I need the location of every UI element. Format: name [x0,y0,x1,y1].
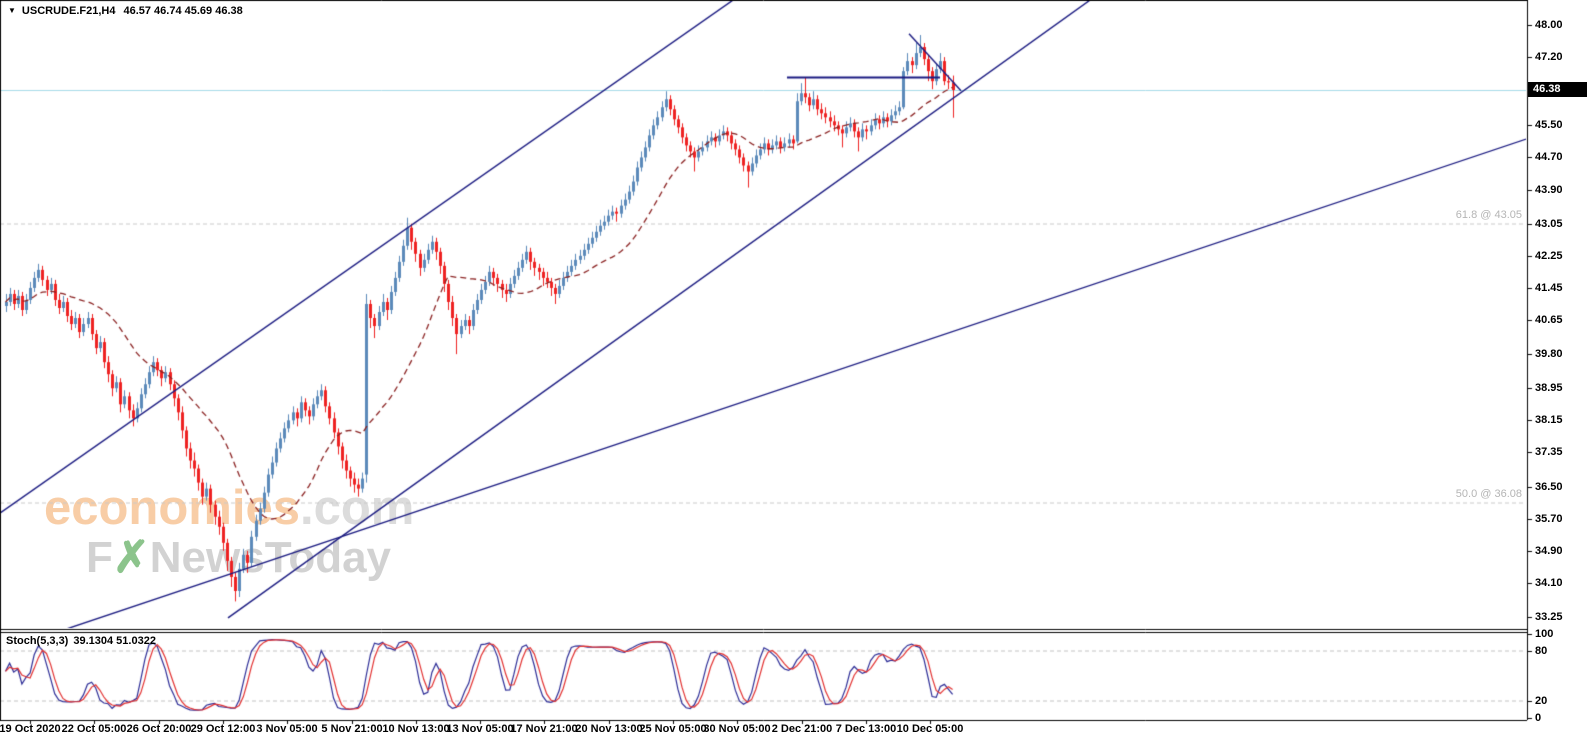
chevron-down-icon[interactable]: ▼ [8,6,16,15]
ohlc-values: 46.57 46.74 45.69 46.38 [123,5,243,17]
symbol-title: ▼ USCRUDE.F21,H4 46.57 46.74 45.69 46.38 [8,5,243,17]
fib-level-618-label: 61.8 @ 43.05 [1455,209,1522,221]
time-axis[interactable] [0,720,1527,743]
symbol-period-label: USCRUDE.F21,H4 [21,5,116,17]
fib-level-500-label: 50.0 @ 36.08 [1455,488,1522,500]
main-chart-area[interactable] [0,0,1527,629]
bid-price-tag: 46.38 [1528,82,1587,97]
stochastic-panel[interactable] [0,632,1527,720]
stochastic-values: 39.1304 51.0322 [73,635,156,647]
price-axis[interactable] [1527,0,1596,720]
stochastic-indicator-label: Stoch(5,3,3) 39.1304 51.0322 [6,635,156,647]
